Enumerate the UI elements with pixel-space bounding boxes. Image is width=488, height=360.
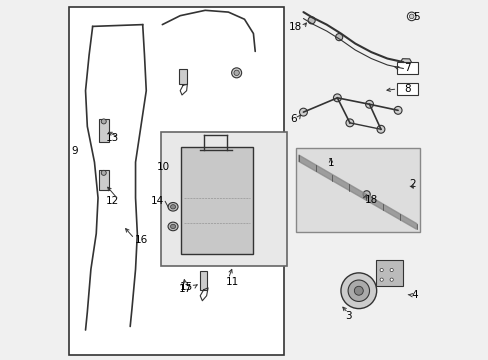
Ellipse shape xyxy=(168,203,178,211)
Ellipse shape xyxy=(345,119,353,127)
FancyBboxPatch shape xyxy=(160,132,287,266)
Text: 9: 9 xyxy=(71,147,78,157)
FancyBboxPatch shape xyxy=(99,170,108,190)
Ellipse shape xyxy=(307,17,315,24)
Text: 18: 18 xyxy=(364,195,377,204)
FancyBboxPatch shape xyxy=(69,7,283,355)
Ellipse shape xyxy=(299,108,307,116)
Text: 14: 14 xyxy=(151,196,164,206)
Ellipse shape xyxy=(340,273,376,309)
Text: 7: 7 xyxy=(404,63,410,73)
Ellipse shape xyxy=(393,107,401,114)
Text: 1: 1 xyxy=(327,158,334,168)
Ellipse shape xyxy=(376,125,384,133)
FancyBboxPatch shape xyxy=(99,119,108,142)
Ellipse shape xyxy=(389,278,392,281)
Text: 17: 17 xyxy=(179,284,192,294)
Ellipse shape xyxy=(363,191,369,198)
Ellipse shape xyxy=(170,224,175,229)
Ellipse shape xyxy=(379,278,383,281)
Text: 5: 5 xyxy=(412,13,419,22)
Text: 2: 2 xyxy=(408,179,415,189)
Text: 3: 3 xyxy=(344,311,351,321)
Text: 4: 4 xyxy=(411,290,417,300)
Text: 11: 11 xyxy=(225,277,239,287)
Text: 16: 16 xyxy=(134,235,147,245)
Ellipse shape xyxy=(408,14,413,19)
Ellipse shape xyxy=(101,170,106,175)
Polygon shape xyxy=(298,155,416,229)
Ellipse shape xyxy=(333,94,341,102)
Text: 8: 8 xyxy=(404,84,410,94)
Ellipse shape xyxy=(231,68,241,78)
Ellipse shape xyxy=(170,204,175,209)
Ellipse shape xyxy=(168,222,178,231)
Ellipse shape xyxy=(354,286,363,295)
Ellipse shape xyxy=(365,100,373,108)
Ellipse shape xyxy=(389,269,392,272)
FancyBboxPatch shape xyxy=(375,260,402,286)
Ellipse shape xyxy=(233,70,239,76)
FancyBboxPatch shape xyxy=(181,147,252,254)
Text: 15: 15 xyxy=(180,282,193,292)
Ellipse shape xyxy=(347,280,369,301)
Ellipse shape xyxy=(101,119,106,124)
Text: 12: 12 xyxy=(106,197,119,206)
Text: 10: 10 xyxy=(157,162,170,172)
FancyBboxPatch shape xyxy=(397,62,418,74)
Ellipse shape xyxy=(335,33,342,41)
Text: 18: 18 xyxy=(288,22,302,32)
Ellipse shape xyxy=(407,12,415,21)
FancyBboxPatch shape xyxy=(179,68,186,84)
Ellipse shape xyxy=(379,269,383,272)
Text: 13: 13 xyxy=(106,133,119,143)
FancyBboxPatch shape xyxy=(200,271,207,290)
Text: 6: 6 xyxy=(290,113,297,123)
FancyBboxPatch shape xyxy=(397,83,418,95)
FancyBboxPatch shape xyxy=(296,148,419,232)
